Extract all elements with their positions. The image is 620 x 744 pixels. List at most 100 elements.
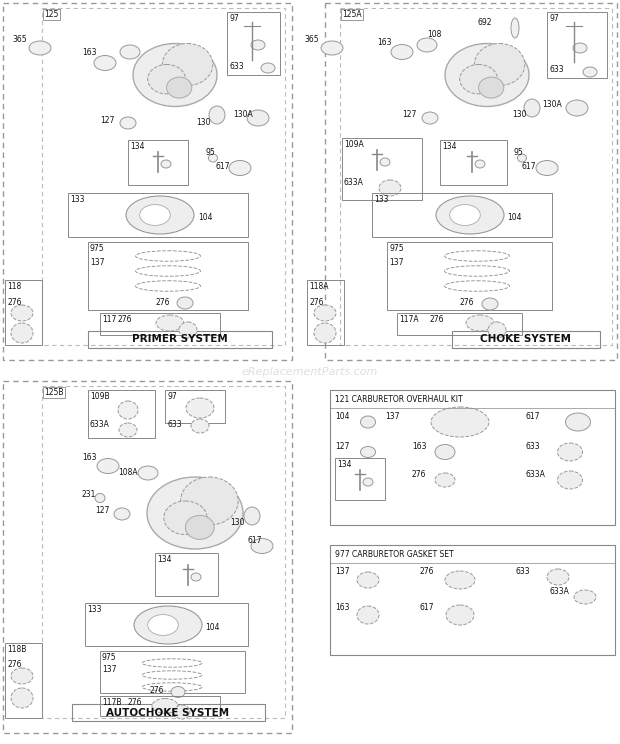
Text: 975: 975 bbox=[102, 653, 117, 662]
Ellipse shape bbox=[208, 154, 218, 162]
Text: 276: 276 bbox=[150, 686, 164, 695]
Ellipse shape bbox=[445, 43, 529, 106]
Ellipse shape bbox=[148, 65, 185, 94]
Ellipse shape bbox=[140, 205, 170, 225]
Bar bbox=[325, 3, 617, 360]
Text: 617: 617 bbox=[248, 536, 262, 545]
Ellipse shape bbox=[547, 569, 569, 585]
Bar bbox=[5, 280, 42, 345]
Bar bbox=[3, 381, 292, 733]
Text: 134: 134 bbox=[337, 460, 352, 469]
Bar bbox=[340, 8, 612, 345]
Text: 97: 97 bbox=[549, 14, 559, 23]
Bar bbox=[330, 545, 615, 655]
Ellipse shape bbox=[482, 298, 498, 310]
Bar bbox=[342, 138, 422, 200]
Ellipse shape bbox=[417, 38, 437, 52]
Text: 633: 633 bbox=[167, 420, 182, 429]
Ellipse shape bbox=[573, 43, 587, 53]
Ellipse shape bbox=[162, 43, 213, 86]
Ellipse shape bbox=[251, 539, 273, 554]
Bar bbox=[100, 651, 245, 693]
Text: 121 CARBURETOR OVERHAUL KIT: 121 CARBURETOR OVERHAUL KIT bbox=[335, 395, 463, 404]
Text: 130: 130 bbox=[512, 110, 526, 119]
Text: 137: 137 bbox=[90, 258, 105, 267]
Ellipse shape bbox=[475, 160, 485, 168]
Text: 117B: 117B bbox=[102, 698, 122, 707]
Text: 163: 163 bbox=[335, 603, 350, 612]
Bar bbox=[307, 280, 344, 345]
Text: 617: 617 bbox=[522, 162, 536, 171]
Bar bbox=[387, 242, 552, 310]
Text: 117: 117 bbox=[102, 315, 117, 324]
Text: 127: 127 bbox=[100, 116, 114, 125]
Text: 95: 95 bbox=[205, 148, 215, 157]
Text: 633A: 633A bbox=[344, 178, 364, 187]
Text: 97: 97 bbox=[229, 14, 239, 23]
Ellipse shape bbox=[518, 154, 526, 162]
Text: 617: 617 bbox=[525, 412, 539, 421]
Ellipse shape bbox=[174, 705, 190, 719]
Ellipse shape bbox=[148, 615, 179, 635]
Ellipse shape bbox=[446, 605, 474, 625]
Ellipse shape bbox=[466, 315, 494, 331]
Text: 130: 130 bbox=[196, 118, 211, 127]
Text: 125A: 125A bbox=[342, 10, 361, 19]
Ellipse shape bbox=[29, 41, 51, 55]
Bar bbox=[85, 603, 248, 646]
Ellipse shape bbox=[380, 158, 390, 166]
Ellipse shape bbox=[488, 322, 506, 338]
Ellipse shape bbox=[261, 63, 275, 73]
Bar bbox=[128, 140, 188, 185]
Ellipse shape bbox=[391, 45, 413, 60]
Text: 276: 276 bbox=[7, 660, 22, 669]
Text: 97: 97 bbox=[167, 392, 177, 401]
Ellipse shape bbox=[119, 423, 137, 437]
Text: 633A: 633A bbox=[90, 420, 110, 429]
Text: 127: 127 bbox=[335, 442, 350, 451]
Ellipse shape bbox=[557, 443, 583, 461]
Ellipse shape bbox=[179, 322, 197, 338]
Ellipse shape bbox=[11, 668, 33, 684]
Ellipse shape bbox=[379, 180, 401, 196]
Text: 104: 104 bbox=[198, 214, 213, 222]
Text: 633: 633 bbox=[549, 65, 564, 74]
Ellipse shape bbox=[357, 572, 379, 588]
Ellipse shape bbox=[147, 477, 243, 549]
Ellipse shape bbox=[164, 501, 207, 535]
Bar bbox=[88, 331, 272, 348]
Ellipse shape bbox=[118, 401, 138, 419]
Ellipse shape bbox=[177, 297, 193, 309]
Bar bbox=[227, 12, 280, 75]
Bar bbox=[397, 313, 522, 335]
Text: 134: 134 bbox=[442, 142, 456, 151]
Bar bbox=[100, 696, 220, 716]
Text: 137: 137 bbox=[335, 567, 350, 576]
Ellipse shape bbox=[459, 65, 497, 94]
Text: 276: 276 bbox=[155, 298, 169, 307]
Text: 104: 104 bbox=[335, 412, 350, 421]
Ellipse shape bbox=[357, 606, 379, 624]
Text: 104: 104 bbox=[205, 623, 219, 632]
Bar bbox=[335, 458, 385, 500]
Bar bbox=[42, 8, 285, 345]
Ellipse shape bbox=[94, 56, 116, 71]
Text: 633A: 633A bbox=[550, 587, 570, 596]
Text: 117A: 117A bbox=[399, 315, 419, 324]
Text: AUTOCHOKE SYSTEM: AUTOCHOKE SYSTEM bbox=[107, 708, 229, 717]
Text: 104: 104 bbox=[507, 214, 521, 222]
Text: 276: 276 bbox=[430, 315, 445, 324]
Ellipse shape bbox=[314, 323, 336, 343]
Text: 130: 130 bbox=[230, 518, 244, 527]
Ellipse shape bbox=[536, 161, 558, 176]
Ellipse shape bbox=[435, 444, 455, 460]
Ellipse shape bbox=[180, 477, 238, 525]
Text: 276: 276 bbox=[7, 298, 22, 307]
Text: 617: 617 bbox=[420, 603, 435, 612]
Text: 276: 276 bbox=[460, 298, 474, 307]
Ellipse shape bbox=[126, 196, 194, 234]
Text: 134: 134 bbox=[130, 142, 144, 151]
Ellipse shape bbox=[574, 590, 596, 604]
Bar bbox=[165, 390, 225, 423]
Text: 975: 975 bbox=[90, 244, 105, 253]
